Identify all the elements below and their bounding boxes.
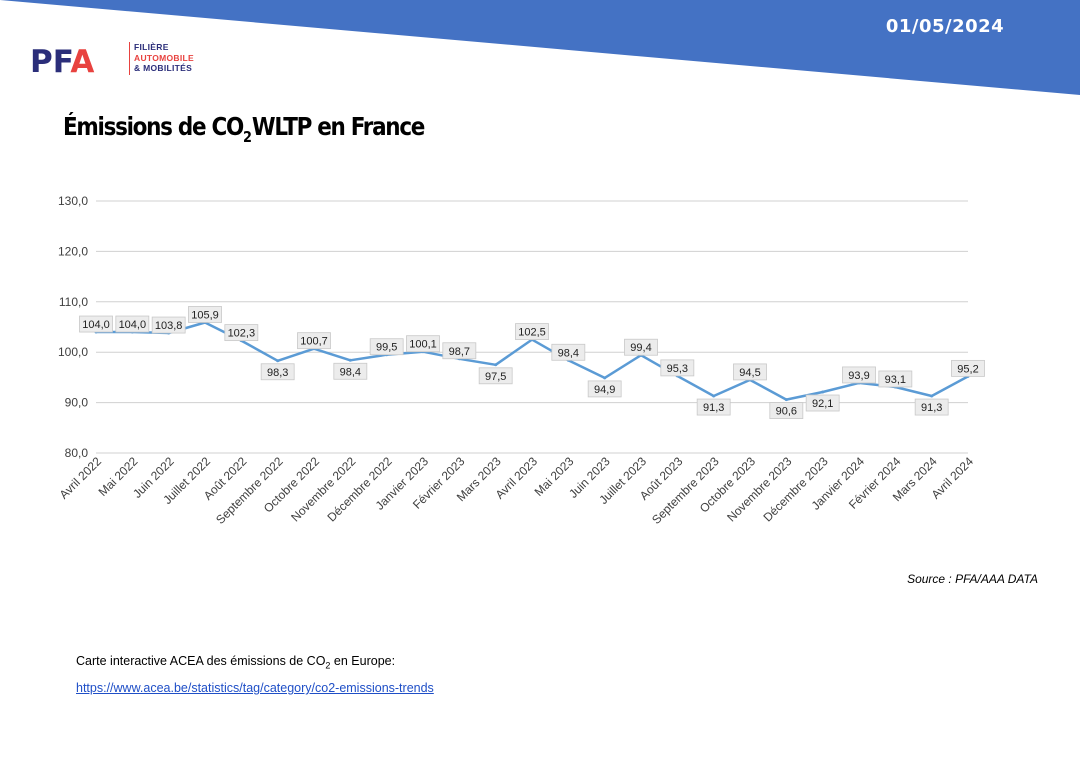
- data-label-box: [115, 315, 150, 333]
- data-label-box: [406, 335, 440, 353]
- data-label-box: [878, 370, 913, 388]
- y-tick-label: 80,0: [65, 446, 89, 460]
- data-label: 98,4: [558, 347, 579, 359]
- data-label: 102,3: [228, 328, 256, 340]
- data-label: 98,3: [267, 367, 288, 379]
- data-label: 104,0: [119, 319, 147, 331]
- note-text: Carte interactive ACEA des émissions de …: [76, 654, 326, 668]
- data-label-box: [842, 366, 876, 384]
- acea-note: Carte interactive ACEA des émissions de …: [76, 654, 395, 671]
- title-part-1: Émissions de CO: [63, 112, 244, 141]
- y-tick-label: 90,0: [65, 396, 89, 410]
- data-label: 99,4: [630, 342, 651, 354]
- data-point: [784, 398, 788, 402]
- data-label-box: [660, 359, 695, 377]
- data-label-box: [79, 315, 113, 333]
- line-chart: 80,0 90,0 100,0 110,0 120,0 130,0 104,0 104,0 10…: [57, 194, 985, 527]
- logo-separator: [129, 42, 130, 75]
- title-subscript: 2: [242, 128, 252, 146]
- x-tick-label: Décembre 2022: [325, 454, 396, 525]
- data-label-box: [260, 363, 295, 381]
- data-label: 90,6: [776, 406, 797, 418]
- data-label: 104,0: [82, 319, 110, 331]
- data-label-box: [551, 343, 586, 361]
- data-label: 92,1: [812, 398, 833, 410]
- data-label: 97,5: [485, 371, 506, 383]
- data-point: [821, 390, 825, 394]
- data-label-box: [587, 380, 622, 398]
- x-tick-label: Novembre 2022: [288, 454, 359, 525]
- data-point: [348, 358, 352, 362]
- y-tick-label: 110,0: [59, 295, 88, 309]
- chart-title: Émissions de CO2WLTP en France: [63, 112, 425, 146]
- data-label-box: [333, 362, 368, 380]
- data-label-box: [151, 316, 186, 334]
- data-point: [603, 376, 607, 380]
- data-label: 100,1: [409, 339, 437, 351]
- pfa-logo-mark: PFA: [30, 44, 94, 76]
- data-label: 93,9: [848, 370, 869, 382]
- source-note: Source : PFA/AAA DATA: [907, 572, 1038, 586]
- data-label-box: [478, 367, 513, 385]
- pfa-logo-letters: PFA: [30, 44, 94, 76]
- data-label: 99,5: [376, 342, 397, 354]
- data-point: [494, 363, 498, 367]
- header-banner: [0, 0, 1080, 95]
- data-label: 94,5: [739, 367, 760, 379]
- note-subscript: 2: [325, 660, 331, 671]
- title-part-2: WLTP en France: [251, 112, 425, 141]
- data-point: [712, 394, 716, 398]
- data-label-box: [297, 332, 331, 350]
- data-label: 100,7: [300, 336, 328, 348]
- note-text-end: en Europe:: [330, 654, 396, 668]
- data-label-box: [369, 338, 404, 356]
- acea-link[interactable]: https://www.acea.be/statistics/tag/categ…: [76, 681, 434, 695]
- data-label: 103,8: [155, 320, 183, 332]
- data-label-box: [224, 324, 259, 342]
- logo-tagline: FILIÈRE AUTOMOBILE & MOBILITÉS: [134, 42, 194, 74]
- data-label-box: [442, 342, 477, 360]
- data-label-box: [805, 394, 840, 412]
- data-label-box: [951, 359, 985, 377]
- y-tick-label: 120,0: [58, 244, 88, 258]
- pfa-logo: PFA FILIÈRE AUTOMOBILE & MOBILITÉS: [30, 30, 210, 80]
- data-point: [930, 394, 934, 398]
- data-label: 93,1: [885, 374, 906, 386]
- logo-line-3: & MOBILITÉS: [134, 63, 193, 73]
- logo-line-1: FILIÈRE: [134, 42, 169, 52]
- data-label: 105,9: [191, 309, 219, 321]
- data-label-box: [733, 363, 767, 381]
- data-label-box: [696, 398, 731, 416]
- data-point: [276, 359, 280, 363]
- x-tick-label: Novembre 2023: [724, 454, 795, 525]
- data-label-box: [515, 323, 549, 341]
- y-tick-label: 130,0: [58, 194, 88, 208]
- data-label-box: [914, 398, 949, 416]
- x-tick-label: Décembre 2023: [761, 454, 832, 525]
- data-label: 94,9: [594, 384, 615, 396]
- data-label: 102,5: [518, 327, 546, 339]
- data-label-box: [188, 306, 222, 323]
- x-tick-label: Avril 2022: [57, 454, 105, 502]
- data-label: 95,3: [667, 363, 688, 375]
- logo-line-2: AUTOMOBILE: [134, 52, 194, 63]
- data-label: 98,7: [449, 346, 470, 358]
- data-label-box: [624, 338, 658, 356]
- report-date: 01/05/2024: [885, 16, 1005, 37]
- data-label-box: [769, 402, 804, 419]
- data-label: 91,3: [703, 402, 724, 414]
- y-tick-label: 100,0: [58, 345, 88, 359]
- data-label: 98,4: [340, 366, 361, 378]
- data-label: 91,3: [921, 402, 942, 414]
- data-label: 95,2: [957, 363, 978, 375]
